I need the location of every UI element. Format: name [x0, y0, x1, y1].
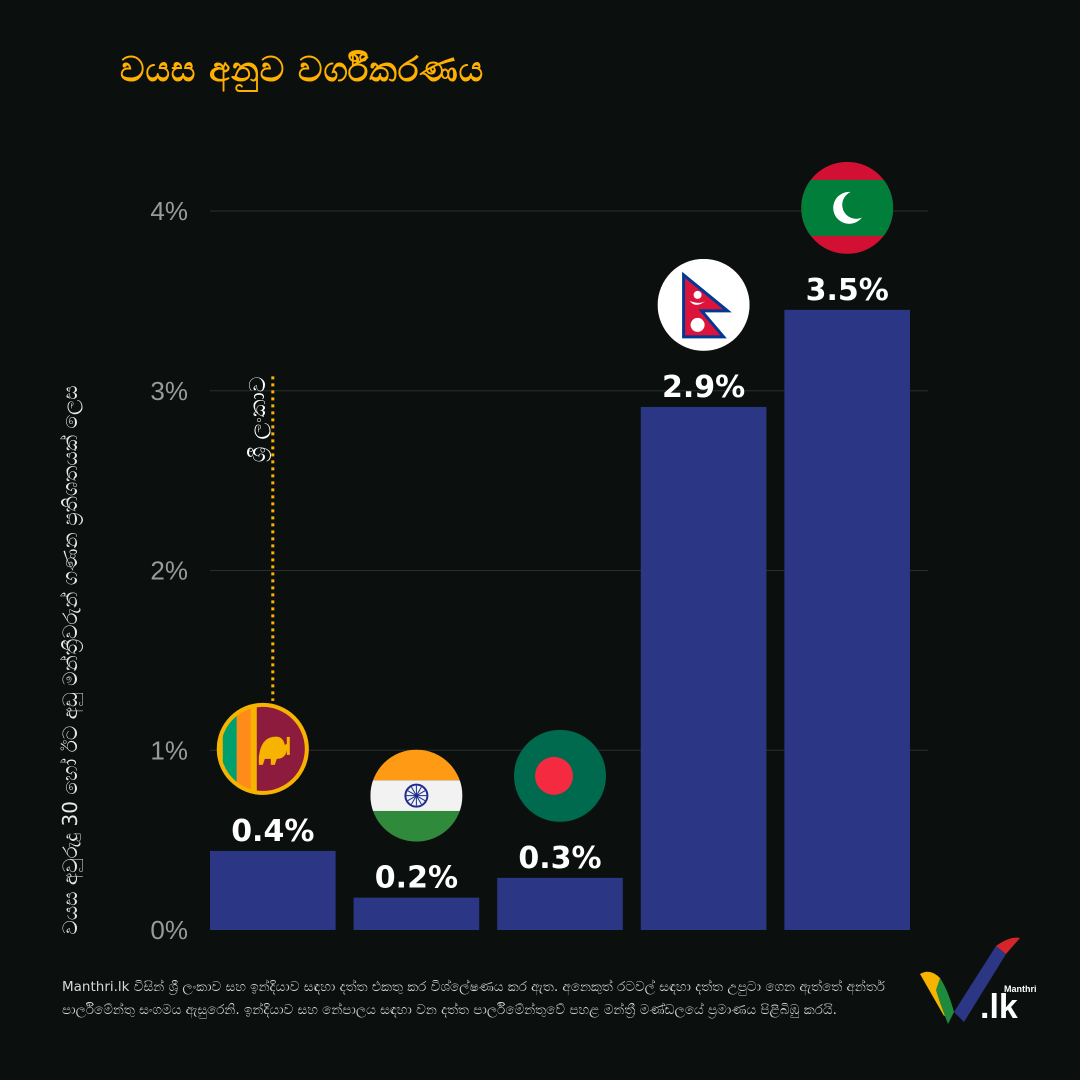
y-tick-label: 1%: [150, 735, 188, 765]
bar-value-label: 0.3%: [518, 841, 601, 876]
logo-brand: Manthri: [1004, 984, 1037, 994]
nepal-flag-icon: [657, 258, 750, 351]
y-tick-label: 4%: [150, 196, 188, 226]
bar-value-label: 3.5%: [806, 273, 889, 308]
bar: [497, 877, 623, 930]
annotation-label: ශ්‍රී ලංකාව: [246, 376, 271, 462]
bar-value-label: 2.9%: [662, 370, 745, 405]
bangladesh-flag-icon: [514, 729, 606, 822]
chart-title: වයස අනුව වර්ගීකරණය: [120, 50, 485, 90]
logo-tld: .lk: [980, 988, 1018, 1026]
y-tick-label: 0%: [150, 915, 188, 945]
india-flag-icon: [370, 749, 463, 842]
manthri-logo-icon: [920, 937, 1020, 1024]
y-tick-label: 2%: [150, 556, 188, 586]
y-tick-label: 3%: [150, 376, 188, 406]
sri-lanka-flag-icon: [216, 702, 309, 795]
maldives-flag-icon: [801, 161, 894, 254]
bar-value-label: 0.2%: [375, 861, 458, 896]
bar: [210, 850, 336, 930]
bar: [784, 309, 910, 930]
bar: [640, 406, 767, 930]
bar: [353, 897, 480, 930]
footer-note: Manthri.lk විසින් ශ්‍රී ලංකාව සහ ඉන්දියා…: [62, 979, 885, 1018]
bar-value-label: 0.4%: [231, 814, 314, 849]
bar-chart: 0% 1% 2% 3% 4% 0.4% 0.2% 0.3% 2.9% 3.5% ශ්‍රී ලං…: [150, 161, 928, 945]
